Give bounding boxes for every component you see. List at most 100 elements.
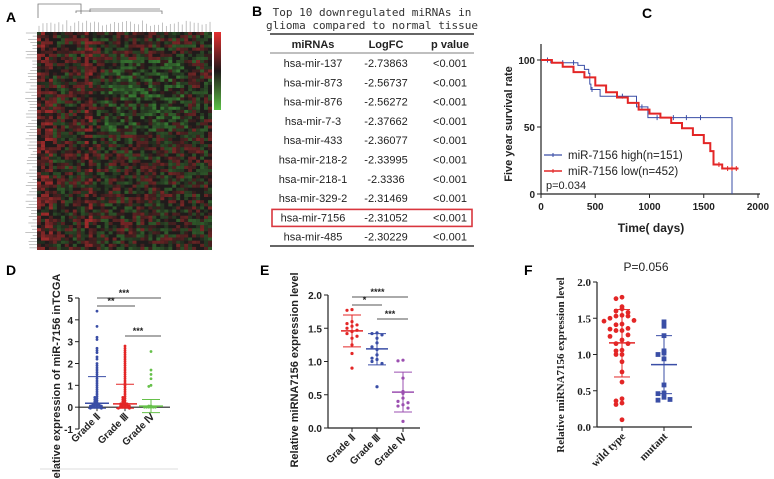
heatmap-cell (184, 234, 189, 238)
heatmap-cell (104, 200, 109, 204)
heatmap-cell (48, 113, 53, 117)
data-point (619, 396, 625, 402)
heatmap-cell (160, 47, 165, 51)
heatmap-cell (80, 193, 85, 198)
heatmap-cell (184, 193, 189, 198)
heatmap-cell (144, 197, 149, 201)
heatmap-cell (56, 147, 61, 151)
heatmap-cell (116, 240, 121, 244)
heatmap-cell (80, 190, 85, 194)
heatmap-cell (176, 234, 181, 238)
heatmap-cell (136, 206, 141, 210)
heatmap-cell (180, 169, 185, 173)
heatmap-cell (140, 63, 145, 67)
heatmap-cell (148, 94, 153, 98)
heatmap-cell (108, 100, 113, 104)
heatmap-cell (60, 197, 65, 201)
heatmap-cell (52, 159, 57, 163)
heatmap-cell (184, 197, 189, 201)
heatmap-cell (168, 47, 173, 51)
heatmap-cell (168, 131, 173, 135)
heatmap-cell (41, 159, 45, 163)
c-x-tick-label: 2000 (747, 202, 770, 213)
heatmap-cell (72, 134, 77, 138)
heatmap-cell (196, 209, 201, 213)
data-point (625, 332, 631, 338)
heatmap-cell (92, 243, 97, 247)
heatmap-cell (208, 162, 212, 166)
heatmap-cell (45, 137, 49, 142)
heatmap-cell (124, 100, 129, 104)
heatmap-cell (37, 116, 41, 120)
heatmap-cell (108, 81, 113, 85)
heatmap-cell (192, 144, 197, 148)
heatmap-cell (72, 63, 77, 67)
heatmap-cell (112, 190, 117, 194)
heatmap-cell (160, 66, 165, 70)
table-cell: <0.001 (433, 174, 467, 186)
heatmap-cell (41, 125, 45, 129)
heatmap-cell (172, 159, 177, 163)
heatmap-cell (180, 147, 185, 151)
heatmap-cell (168, 172, 173, 176)
heatmap-cell (156, 209, 161, 213)
heatmap-cell (48, 200, 53, 204)
heatmap-cell (108, 141, 113, 145)
heatmap-cell (45, 193, 49, 198)
f-title: P=0.056 (623, 260, 668, 274)
survival-chart: Five year survival rate Time( days) p=0.… (503, 44, 770, 235)
heatmap-cell (112, 165, 117, 170)
heatmap-cell (152, 88, 157, 92)
heatmap-cell (96, 60, 101, 64)
heatmap-cell (180, 131, 185, 135)
heatmap-cell (144, 175, 149, 179)
heatmap-cell (140, 60, 145, 64)
heatmap-cell (104, 218, 109, 223)
heatmap-cell (172, 222, 177, 226)
heatmap-cell (76, 234, 81, 238)
heatmap-cell (45, 222, 49, 226)
heatmap-cell (80, 91, 85, 95)
heatmap-cell (192, 72, 197, 76)
heatmap-cell (45, 181, 49, 185)
heatmap-cell (68, 150, 73, 154)
heatmap-cell (100, 169, 105, 173)
y-tick-label: 1.5 (577, 313, 591, 325)
heatmap-cell (112, 60, 117, 64)
heatmap-cell (160, 162, 165, 166)
heatmap-cell (48, 150, 53, 154)
heatmap-cell (144, 125, 149, 129)
heatmap-cell (41, 91, 45, 95)
heatmap-cell (116, 106, 121, 110)
heatmap-cell (156, 122, 161, 126)
heatmap-cell (45, 41, 49, 45)
heatmap-cell (148, 203, 153, 207)
heatmap-cell (92, 175, 97, 179)
heatmap-cell (136, 38, 141, 42)
heatmap-cell (72, 153, 77, 157)
data-point (95, 370, 99, 374)
heatmap-cell (164, 103, 169, 107)
heatmap-cell (176, 212, 181, 216)
heatmap-cell (208, 225, 212, 229)
heatmap-cell (184, 147, 189, 151)
heatmap-cell (128, 209, 133, 213)
heatmap-cell (108, 113, 113, 117)
heatmap-cell (140, 32, 145, 36)
heatmap-cell (196, 240, 201, 244)
heatmap-cell (112, 215, 117, 219)
heatmap-cell (112, 81, 117, 85)
heatmap-cell (192, 106, 197, 110)
heatmap-cell (60, 209, 65, 213)
heatmap-cell (160, 222, 165, 226)
y-tick-label: 0.0 (577, 422, 591, 434)
heatmap-cell (100, 197, 105, 201)
heatmap-cell (188, 162, 193, 166)
heatmap-cell (188, 137, 193, 142)
heatmap-cell (188, 116, 193, 120)
heatmap-cell (56, 156, 61, 160)
heatmap-cell (45, 243, 49, 247)
heatmap-cell (164, 181, 169, 185)
heatmap-cell (156, 41, 161, 45)
heatmap-cell (192, 47, 197, 51)
